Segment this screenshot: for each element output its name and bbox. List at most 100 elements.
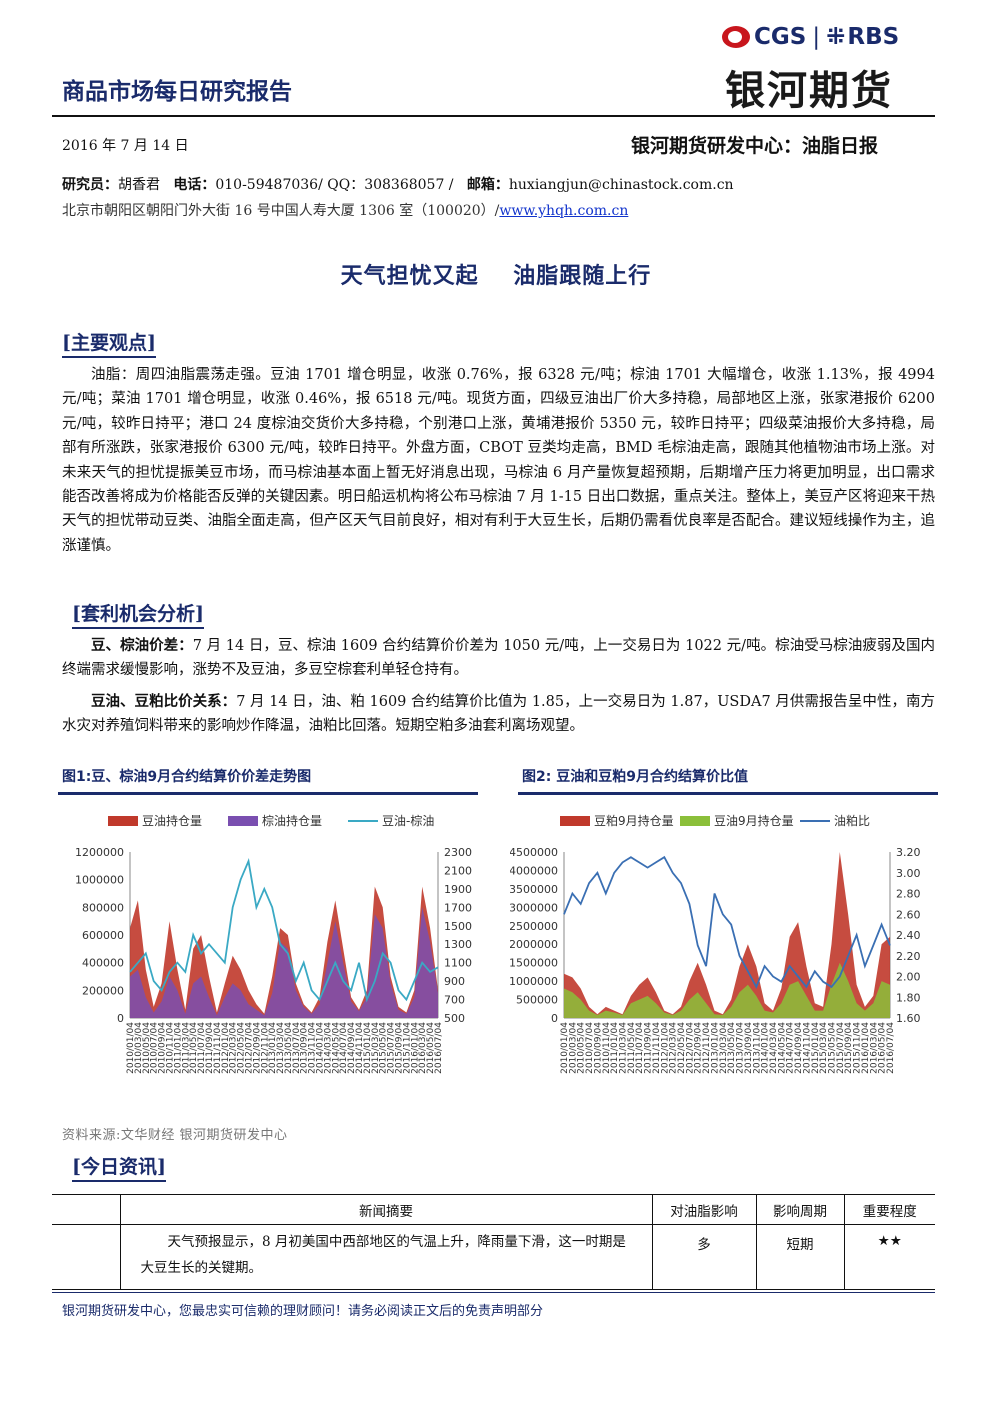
y-tick-label: 3000000 [510, 901, 558, 914]
news-impact: 多 [651, 1224, 756, 1290]
y-tick-label: 600000 [82, 929, 124, 942]
x-tick-label: 2010/09/04 [158, 1022, 168, 1074]
footer-rule [52, 1292, 935, 1293]
news-period: 短期 [755, 1224, 844, 1290]
website-link[interactable]: www.yhqh.com.cn [499, 203, 629, 219]
logo-divider: | [812, 24, 821, 50]
legend-label-2: 油粕比 [834, 813, 870, 828]
x-tick-label: 2011/07/04 [635, 1022, 645, 1074]
y-tick-label: 0 [117, 1012, 124, 1025]
x-tick-label: 2012/01/04 [660, 1022, 670, 1074]
x-tick-label: 2013/05/04 [727, 1022, 737, 1074]
x-tick-label: 2014/05/04 [777, 1022, 787, 1074]
y-tick-label: 400000 [82, 957, 124, 970]
x-tick-label: 2015/11/04 [853, 1022, 863, 1074]
email-label: 邮箱： [466, 177, 509, 193]
legend-label-2: 豆油-棕油 [382, 813, 434, 828]
arb1-text: 7 月 14 日，豆、棕油 1609 合约结算价价差为 1050 元/吨，上一交… [62, 638, 936, 679]
x-tick-label: 2014/09/04 [347, 1022, 357, 1074]
rbs-logo-icon: ⁜ [826, 24, 846, 50]
x-tick-label: 2012/07/04 [685, 1022, 695, 1074]
x-tick-label: 2011/03/04 [619, 1022, 629, 1074]
legend-label-1: 豆油9月持仓量 [714, 813, 794, 828]
x-tick-label: 2011/01/04 [173, 1022, 183, 1074]
headline: 天气担忧又起 油脂跟随上行 [340, 263, 652, 289]
y2-tick-label: 1300 [444, 938, 472, 951]
x-tick-label: 2011/03/04 [181, 1022, 191, 1074]
x-tick-label: 2014/01/04 [316, 1022, 326, 1074]
x-tick-label: 2012/07/04 [244, 1022, 254, 1074]
section-main-view: [主要观点] [62, 328, 156, 358]
y-tick-label: 2000000 [510, 938, 558, 951]
x-tick-label: 2013/01/04 [710, 1022, 720, 1074]
x-tick-label: 2014/07/04 [339, 1022, 349, 1074]
brand-cgs: CGS [754, 24, 807, 50]
x-tick-label: 2010/11/04 [165, 1022, 175, 1074]
x-tick-label: 2013/07/04 [736, 1022, 746, 1074]
x-tick-label: 2010/07/04 [585, 1022, 595, 1074]
x-tick-label: 2015/07/04 [836, 1022, 846, 1074]
x-tick-label: 2010/05/04 [577, 1022, 587, 1074]
x-tick-label: 2013/09/04 [744, 1022, 754, 1074]
y2-tick-label: 2.60 [896, 908, 921, 921]
report-title: 商品市场每日研究报告 [62, 79, 292, 105]
researcher-name: 胡香君 [118, 177, 160, 193]
legend-swatch-0 [560, 816, 590, 826]
y-tick-label: 1000000 [75, 874, 124, 887]
y2-tick-label: 2.40 [896, 929, 921, 942]
y2-tick-label: 3.00 [896, 867, 921, 880]
x-tick-label: 2015/09/04 [395, 1022, 405, 1074]
y2-tick-label: 1100 [444, 957, 472, 970]
news-cell-blank [52, 1224, 120, 1290]
legend-swatch-0 [108, 816, 138, 826]
chart-oil-meal-ratio: 豆粕9月持仓量 豆油9月持仓量 油粕比 4500000 4000000 3500000 30… [510, 813, 921, 1074]
x-tick-label: 2015/05/04 [379, 1022, 389, 1074]
x-tick-label: 2015/03/04 [819, 1022, 829, 1074]
x-tick-label: 2012/09/04 [252, 1022, 262, 1074]
news-header-row: 新闻摘要 对油脂影响 影响周期 重要程度 [52, 1194, 935, 1225]
x-tick-label: 2016/01/04 [410, 1022, 420, 1074]
x-tick-label: 2013/01/04 [268, 1022, 278, 1074]
y-tick-label: 1200000 [75, 846, 124, 859]
x-tick-label: 2010/01/04 [560, 1022, 570, 1074]
x-tick-label: 2012/11/04 [702, 1022, 712, 1074]
legend-swatch-1 [228, 816, 258, 826]
news-importance: ★★ [843, 1224, 935, 1290]
y2-tick-label: 3.20 [896, 846, 921, 859]
x-tick-label: 2014/11/04 [355, 1022, 365, 1074]
address: 北京市朝阳区朝阳门外大街 16 号中国人寿大厦 1306 室（100020）/ [62, 203, 500, 219]
area-series-1 [130, 907, 438, 1018]
news-header-impact: 对油脂影响 [651, 1194, 756, 1225]
x-tick-label: 2014/01/04 [761, 1022, 771, 1074]
x-tick-label: 2015/09/04 [844, 1022, 854, 1074]
x-tick-label: 2016/05/04 [878, 1022, 888, 1074]
y-tick-label: 4000000 [510, 864, 558, 877]
x-tick-label: 2013/03/04 [276, 1022, 286, 1074]
y2-tick-label: 700 [444, 994, 465, 1007]
arbitrage-paragraph-1: 豆、棕油价差：7 月 14 日，豆、棕油 1609 合约结算价价差为 1050 … [62, 634, 935, 683]
section-news: [今日资讯] [72, 1152, 166, 1182]
fig1-rule [58, 792, 478, 795]
area-series-1 [564, 962, 890, 1018]
researcher-label: 研究员： [62, 177, 118, 193]
y-tick-label: 2500000 [510, 920, 558, 933]
x-tick-label: 2016/07/04 [886, 1022, 896, 1074]
x-tick-label: 2013/07/04 [292, 1022, 302, 1074]
email-value[interactable]: huxiangjun@chinastock.com.cn [508, 177, 734, 193]
y-tick-label: 800000 [82, 901, 124, 914]
chart-soy-palm-spread: 豆油持仓量 棕油持仓量 豆油-棕油 1200000 1000000 800000 60000… [75, 813, 472, 1074]
cgs-logo-icon [722, 26, 750, 48]
research-center-tag: 银河期货研发中心：油脂日报 [631, 135, 879, 157]
x-tick-label: 2011/05/04 [627, 1022, 637, 1074]
x-tick-label: 2014/11/04 [802, 1022, 812, 1074]
y-tick-label: 4500000 [510, 846, 558, 859]
x-tick-label: 2012/11/04 [260, 1022, 270, 1074]
x-tick-label: 2012/09/04 [694, 1022, 704, 1074]
phone-label: 电话： [173, 177, 216, 193]
news-table: 新闻摘要 对油脂影响 影响周期 重要程度 天气预报显示，8 月初美国中西部地区的… [52, 1194, 935, 1290]
area-series-0 [564, 852, 890, 1018]
x-tick-label: 2010/03/04 [134, 1022, 144, 1074]
y2-tick-label: 1.80 [896, 991, 921, 1004]
x-tick-label: 2011/11/04 [213, 1022, 223, 1074]
x-tick-label: 2011/11/04 [652, 1022, 662, 1074]
